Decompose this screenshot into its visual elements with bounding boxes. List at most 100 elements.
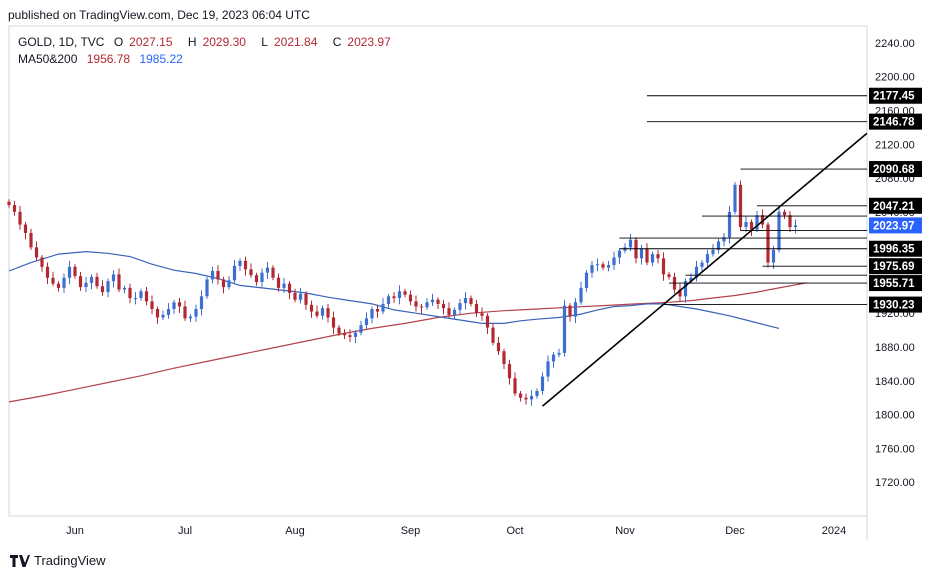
- footer-brand: TradingView: [34, 553, 106, 568]
- candle: [782, 209, 787, 220]
- candle: [95, 272, 99, 289]
- candle: [56, 281, 61, 292]
- candle: [557, 348, 561, 358]
- y-tick-label: 2200.00: [875, 72, 915, 84]
- price-tag-bg: [869, 258, 922, 275]
- candle: [166, 303, 171, 319]
- candle: [755, 211, 759, 233]
- high-number: 2029.30: [202, 35, 246, 49]
- y-tick-label: 2120.00: [875, 139, 915, 151]
- candle: [656, 249, 660, 264]
- candle: [760, 209, 765, 229]
- candle: [513, 372, 517, 397]
- candle: [414, 295, 418, 312]
- candle: [518, 390, 523, 402]
- x-tick-label: Jun: [66, 525, 84, 537]
- candle: [392, 292, 396, 304]
- ma200-layer: [8, 282, 807, 403]
- x-tick-label: Oct: [506, 525, 523, 537]
- candle: [678, 283, 682, 302]
- candle: [177, 298, 182, 313]
- close-label: C: [332, 35, 342, 49]
- candle: [150, 295, 154, 315]
- candle: [766, 222, 770, 268]
- candle: [221, 276, 226, 294]
- candle: [700, 260, 704, 272]
- candle: [172, 299, 176, 315]
- candle: [496, 336, 501, 356]
- candle: [243, 256, 248, 276]
- candle: [144, 287, 149, 306]
- candle: [573, 298, 578, 323]
- candle: [155, 306, 160, 324]
- candle: [727, 205, 732, 244]
- open-label: O: [113, 35, 124, 49]
- price-tag-bg: [869, 217, 922, 234]
- candle: [260, 268, 264, 288]
- low-label: L: [261, 35, 268, 49]
- candle: [45, 262, 50, 285]
- trendline: [541, 132, 868, 407]
- candle: [216, 265, 220, 285]
- price-tag-bg: [869, 161, 922, 178]
- price-tag-label: 2047.21: [873, 201, 915, 213]
- candle: [595, 258, 600, 272]
- candle: [51, 271, 55, 287]
- ma50-layer: [8, 250, 780, 329]
- price-tag-bg: [869, 113, 922, 130]
- candle: [67, 260, 72, 285]
- price-tag-bg: [869, 296, 922, 313]
- y-tick-label: 1840.00: [875, 376, 915, 388]
- candle: [480, 307, 484, 321]
- candle: [419, 303, 424, 314]
- candle: [661, 252, 666, 281]
- candle: [645, 243, 649, 266]
- open-number: 2027.15: [129, 35, 173, 49]
- candle: [403, 288, 407, 298]
- candle: [650, 251, 655, 267]
- x-tick-label: Nov: [615, 525, 635, 537]
- chart-border: [8, 25, 868, 517]
- candle: [304, 291, 308, 310]
- low-value: L 2021.84: [261, 35, 323, 49]
- candle: [282, 277, 286, 293]
- candle: [78, 271, 83, 291]
- x-tick-label: Sep: [401, 525, 421, 537]
- candle: [117, 268, 121, 293]
- candle: [524, 393, 528, 405]
- candle: [139, 288, 143, 301]
- candle: [337, 325, 341, 337]
- candle: [667, 271, 671, 280]
- candle: [606, 260, 611, 272]
- candle: [84, 276, 88, 293]
- high-label: H: [187, 35, 197, 49]
- candle: [617, 248, 622, 264]
- ma-legend: MA50&200 1956.78 1985.22: [18, 52, 189, 66]
- candle: [7, 199, 11, 208]
- price-tag: 1955.71: [869, 275, 922, 292]
- candle: [694, 260, 699, 282]
- candle: [89, 274, 94, 290]
- candle: [62, 273, 66, 293]
- candle: [733, 182, 737, 215]
- candle: [128, 283, 132, 304]
- candle: [738, 180, 743, 231]
- ma200-value: 1985.22: [139, 52, 183, 66]
- candle: [502, 348, 506, 369]
- candle: [540, 372, 545, 395]
- candle: [315, 305, 319, 319]
- candle: [331, 311, 336, 334]
- close-number: 2023.97: [347, 35, 391, 49]
- candle: [529, 390, 534, 406]
- y-tick-label: 1760.00: [875, 443, 915, 455]
- candle: [375, 304, 380, 318]
- candle: [507, 359, 512, 385]
- candle: [111, 270, 116, 288]
- candle: [298, 287, 303, 304]
- candle: [199, 290, 204, 316]
- candle: [579, 281, 583, 305]
- price-tag-label: 1955.71: [873, 278, 915, 290]
- candle: [12, 200, 17, 216]
- candle: [29, 228, 33, 250]
